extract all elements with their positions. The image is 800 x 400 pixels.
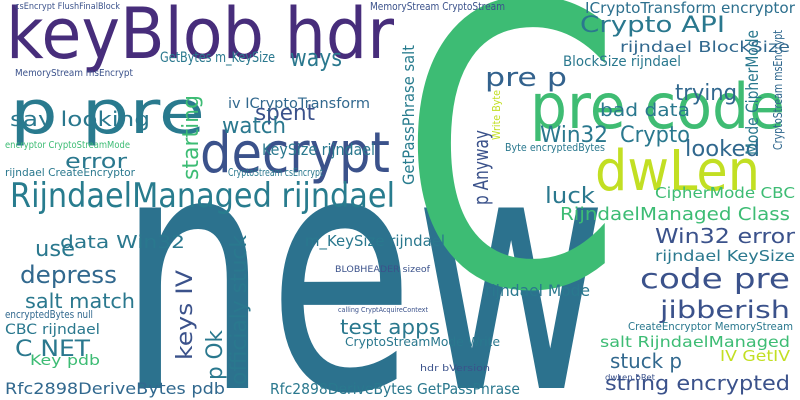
- word: decrypt: [200, 121, 390, 186]
- word: use: [35, 237, 75, 262]
- word: pre p: [485, 63, 567, 93]
- word: pre code: [530, 70, 785, 143]
- word: RijndaelManaged rijndael: [10, 176, 395, 216]
- word: iv ICryptoTransform: [228, 96, 370, 112]
- word: C NET: [15, 337, 91, 362]
- word: error: [65, 149, 128, 173]
- word: data Win32: [60, 232, 185, 253]
- word: keyBlob hdr: [6, 0, 394, 75]
- word: Write Byte: [490, 90, 503, 140]
- word: GetBytes m_KeySize: [160, 50, 275, 66]
- word: m_KeySize rijndael: [305, 232, 445, 251]
- word: RijndaelManaged Class: [560, 204, 790, 225]
- word: test apps: [340, 315, 440, 339]
- word: p Ok: [203, 330, 228, 380]
- word: Win32: [540, 123, 608, 148]
- word: MemoryStream CryptoStream: [370, 0, 505, 13]
- word: Win32 error: [655, 224, 796, 248]
- word: trying: [675, 81, 737, 106]
- word: watch: [222, 114, 286, 139]
- word: calling CryptAcquireContext: [338, 306, 428, 314]
- word: starting: [179, 95, 204, 180]
- word: encryptedBytes null: [5, 308, 93, 321]
- word: Key pdb: [30, 353, 100, 369]
- word: p Anyway: [469, 130, 493, 205]
- word: code pre: [640, 262, 790, 295]
- word: Mode CipherMode: [743, 30, 763, 155]
- word: spent: [255, 101, 315, 126]
- word: rijndael Mode: [485, 281, 590, 300]
- word: string encrypted: [605, 371, 790, 395]
- word: CryptoStreamMode Write: [345, 335, 500, 349]
- word: p pre: [10, 78, 205, 148]
- word: encryptor CryptoStreamMode: [5, 140, 130, 151]
- word: rijndael BlockSize: [620, 38, 790, 56]
- word: dwLen: [595, 139, 760, 204]
- word: jibberish: [659, 296, 790, 324]
- word: say looking: [10, 107, 150, 131]
- word: csEncrypt FlushFinalBlock: [15, 2, 121, 12]
- word: CryptoStream csEncrypt: [228, 166, 323, 179]
- word: depress: [20, 261, 117, 289]
- word: Crypto: [620, 123, 690, 148]
- word: IV GetIV: [720, 347, 791, 365]
- word: C: [400, 0, 622, 377]
- word: salt RijndaelManaged: [600, 333, 790, 351]
- word: KeySize rijndael: [262, 140, 375, 159]
- word: salt match: [25, 289, 135, 313]
- word: looked: [685, 137, 760, 162]
- word: Crypto API: [580, 13, 725, 38]
- word: luck: [545, 184, 595, 209]
- word: dwLen bRet: [605, 373, 655, 382]
- word: CBC rijndael: [5, 322, 100, 338]
- word: CryptoStream msEncrypt: [771, 30, 785, 150]
- word: keys IV: [173, 270, 198, 360]
- word: Rfc2898DeriveBytes GetPassPhrase: [270, 380, 520, 398]
- word: ways: [290, 44, 342, 72]
- word: CipherMode CBC: [655, 184, 795, 202]
- word: Rfc2898DeriveBytes pdb: [5, 379, 225, 398]
- word: bad data: [600, 100, 690, 121]
- word: stuck p: [610, 349, 682, 373]
- word: BLOBHEADER sizeof: [335, 265, 431, 275]
- word: MemoryStream msEncrypt: [15, 68, 133, 79]
- word: ICryptoTransform encryptor: [585, 0, 796, 17]
- word: hdr bVersion: [420, 364, 490, 374]
- word: GetPassPhrase salt: [399, 45, 418, 185]
- word: BlockSize rijndael: [563, 54, 681, 70]
- word: CreateEncryptor MemoryStream: [628, 320, 793, 333]
- word: Byte encryptedBytes: [505, 141, 605, 154]
- word: officialy stuck: [227, 235, 252, 385]
- word: new: [118, 82, 608, 400]
- word: rijndael KeySize: [655, 247, 795, 265]
- word: rijndael CreateEncryptor: [5, 166, 135, 179]
